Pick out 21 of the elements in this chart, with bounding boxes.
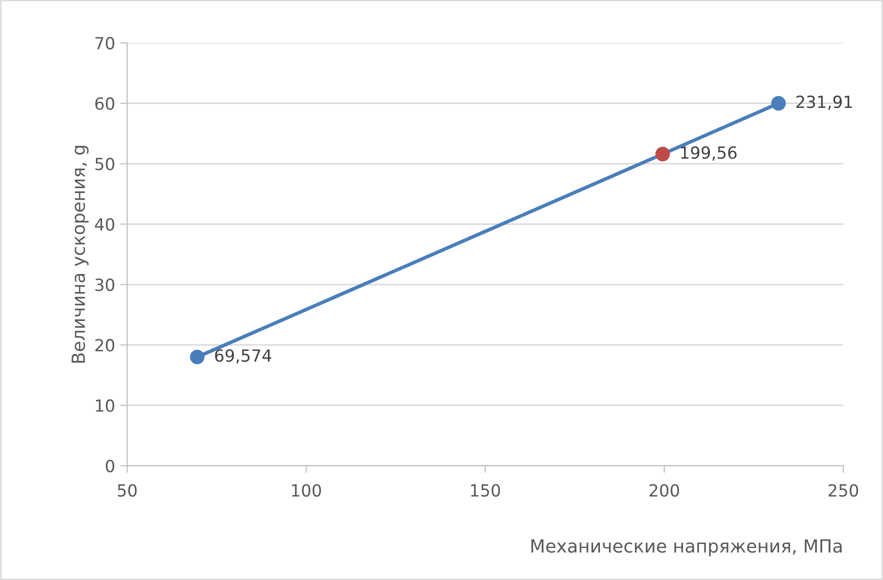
x-axis-title: Механические напряжения, МПа [531, 539, 842, 556]
point [190, 350, 205, 364]
x-tick-label: 200 [650, 484, 680, 497]
point [655, 146, 670, 162]
y-tick-label: 60 [95, 97, 114, 110]
y-axis-title: Величина ускорения, g [72, 146, 89, 363]
annotation: 231,91 [796, 96, 852, 110]
y-tick-label: 20 [95, 338, 114, 352]
annotation: 69,574 [215, 349, 272, 364]
x-tick-label: 150 [471, 484, 500, 497]
x-tick-label: 100 [292, 484, 321, 497]
x-tick-label: 250 [828, 484, 858, 497]
y-tick-label: 50 [95, 158, 114, 170]
x-tick-label: 50 [118, 484, 137, 497]
y-tick-label: 40 [94, 218, 114, 231]
y-tick-label: 0 [106, 460, 114, 472]
point [771, 96, 786, 111]
y-tick-label: 70 [96, 36, 114, 50]
y-tick-label: 10 [96, 399, 114, 412]
y-tick-label: 30 [95, 278, 114, 292]
annotation: 199,56 [681, 146, 737, 161]
